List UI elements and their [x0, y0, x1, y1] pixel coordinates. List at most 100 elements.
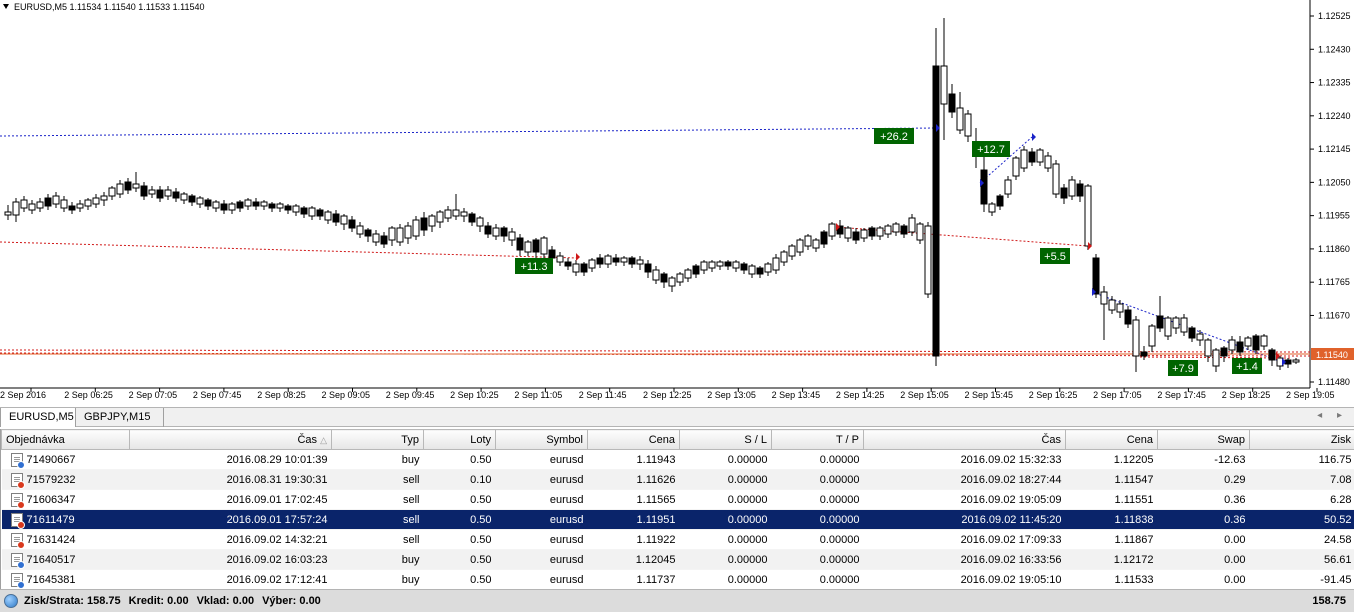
- cell-open-time: 2016.09.02 16:03:23: [129, 549, 332, 570]
- bull-candle: [620, 257, 628, 263]
- table-row[interactable]: 71606347 2016.09.01 17:02:45 sell 0.50 eurus…: [1, 489, 1354, 510]
- time-label: 2 Sep 19:05: [1286, 390, 1335, 400]
- bear-candle: [420, 217, 428, 231]
- account-history-table: Objednávka Čas △ Typ Loty Symbol Cena S …: [1, 429, 1354, 590]
- col-header-type[interactable]: Typ: [331, 429, 424, 450]
- cell-lots: 0.50: [423, 509, 496, 530]
- bull-candle: [924, 225, 932, 295]
- cell-open-time: 2016.09.01 17:57:24: [129, 509, 332, 530]
- price-label: 1.12525: [1318, 11, 1351, 21]
- bear-candle: [140, 185, 148, 197]
- deposit-value: 0.00: [232, 595, 255, 607]
- bear-candle: [548, 249, 556, 259]
- cell-order: 71645381: [1, 569, 130, 590]
- cell-open-time: 2016.09.02 17:12:41: [129, 569, 332, 590]
- bull-candle: [1100, 291, 1108, 305]
- bull-candle: [676, 273, 684, 283]
- time-label: 2 Sep 14:25: [836, 390, 885, 400]
- cell-swap: -12.63: [1157, 449, 1250, 470]
- cell-type: buy: [331, 569, 424, 590]
- cell-close-time: 2016.09.02 15:32:33: [863, 449, 1066, 470]
- bear-candle: [1252, 335, 1260, 351]
- bear-candle: [644, 263, 652, 273]
- table-row[interactable]: 71611479 2016.09.01 17:57:24 sell 0.50 eurus…: [1, 509, 1354, 530]
- cell-swap: 0.00: [1157, 529, 1250, 550]
- table-row[interactable]: 71579232 2016.08.31 19:30:31 sell 0.10 eurus…: [1, 469, 1354, 490]
- order-number: 71645381: [26, 573, 76, 586]
- cell-order: 71606347: [1, 489, 130, 510]
- cell-open-price: 1.12045: [587, 549, 680, 570]
- bear-candle: [724, 261, 732, 267]
- profit-label: +26.2: [880, 131, 908, 143]
- price-chart[interactable]: 1.12525 1.12430 1.12335 1.12240 1.12145 1.120…: [0, 0, 1354, 407]
- cell-swap: 0.00: [1157, 569, 1250, 590]
- cell-open-price: 1.11565: [587, 489, 680, 510]
- cell-type: sell: [331, 469, 424, 490]
- chart-canvas[interactable]: 1.12525 1.12430 1.12335 1.12240 1.12145 1.120…: [0, 0, 1354, 407]
- trade-arrow-icon: [1092, 288, 1096, 296]
- bull-candle: [492, 227, 500, 237]
- bear-candle: [316, 209, 324, 217]
- bear-candle: [532, 239, 540, 253]
- col-header-profit[interactable]: Zisk: [1249, 429, 1354, 450]
- col-header-close-time[interactable]: Čas: [863, 429, 1066, 450]
- sell-order-icon: [10, 532, 25, 549]
- deposit-label: Vklad:: [196, 595, 230, 607]
- tab-eurusd-m5[interactable]: EURUSD,M5: [0, 408, 76, 427]
- cell-tp: 0.00000: [771, 569, 864, 590]
- tab-scroll-arrows-icon[interactable]: ◂ ▸: [1317, 410, 1348, 421]
- bear-candle: [1156, 315, 1164, 329]
- cell-swap: 0.29: [1157, 469, 1250, 490]
- cell-close-price: 1.11551: [1065, 489, 1158, 510]
- bull-candle: [1164, 317, 1172, 337]
- table-row[interactable]: 71640517 2016.09.02 16:03:23 buy 0.50 eurusd…: [1, 549, 1354, 570]
- trade-arrow-icon: [1276, 352, 1280, 360]
- col-header-order[interactable]: Objednávka: [1, 429, 130, 450]
- cell-lots: 0.50: [423, 529, 496, 550]
- cell-sl: 0.00000: [679, 549, 772, 570]
- bull-candle: [244, 199, 252, 207]
- bear-candle: [1076, 183, 1084, 197]
- order-number: 71490667: [26, 453, 76, 466]
- table-row[interactable]: 71631424 2016.09.02 14:32:21 sell 0.50 eurus…: [1, 529, 1354, 550]
- tab-gbpjpy-m15[interactable]: GBPJPY,M15: [76, 408, 164, 427]
- bear-candle: [868, 227, 876, 237]
- bear-candle: [348, 219, 356, 229]
- col-header-tp[interactable]: T / P: [771, 429, 864, 450]
- bull-candle: [428, 215, 436, 227]
- cell-order: 71640517: [1, 549, 130, 570]
- col-header-open-time[interactable]: Čas △: [129, 429, 332, 450]
- col-header-sl[interactable]: S / L: [679, 429, 772, 450]
- col-header-lots[interactable]: Loty: [423, 429, 496, 450]
- bull-candle: [1132, 319, 1140, 357]
- trade-line-buy: [979, 136, 1033, 184]
- order-number: 71606347: [26, 493, 76, 506]
- profit-box: [874, 128, 914, 144]
- col-header-open-price[interactable]: Cena: [587, 429, 680, 450]
- cell-tp: 0.00000: [771, 529, 864, 550]
- current-price-label: 1.11540: [1316, 350, 1348, 360]
- col-header-symbol[interactable]: Symbol: [495, 429, 588, 450]
- col-header-swap[interactable]: Swap: [1157, 429, 1250, 450]
- table-row[interactable]: 71645381 2016.09.02 17:12:41 buy 0.50 eurusd…: [1, 569, 1354, 590]
- bull-candle: [212, 201, 220, 209]
- bear-candle: [44, 197, 52, 207]
- bull-candle: [788, 245, 796, 257]
- bull-candle: [908, 217, 916, 233]
- bear-candle: [564, 261, 572, 267]
- cell-close-price: 1.11867: [1065, 529, 1158, 550]
- bull-candle: [308, 207, 316, 217]
- profit-box: [515, 258, 553, 274]
- bull-candle: [636, 259, 644, 265]
- cell-open-time: 2016.08.29 10:01:39: [129, 449, 332, 470]
- bull-candle: [1004, 179, 1012, 195]
- bear-candle: [756, 267, 764, 275]
- price-label: 1.12335: [1318, 78, 1351, 88]
- table-row[interactable]: 71490667 2016.08.29 10:01:39 buy 0.50 eurusd…: [1, 449, 1354, 470]
- profit-label: +12.7: [977, 144, 1005, 156]
- col-header-close-price[interactable]: Cena: [1065, 429, 1158, 450]
- bear-candle: [1140, 351, 1148, 357]
- bull-candle: [116, 183, 124, 195]
- bull-candle: [700, 261, 708, 271]
- bull-candle: [1116, 303, 1124, 313]
